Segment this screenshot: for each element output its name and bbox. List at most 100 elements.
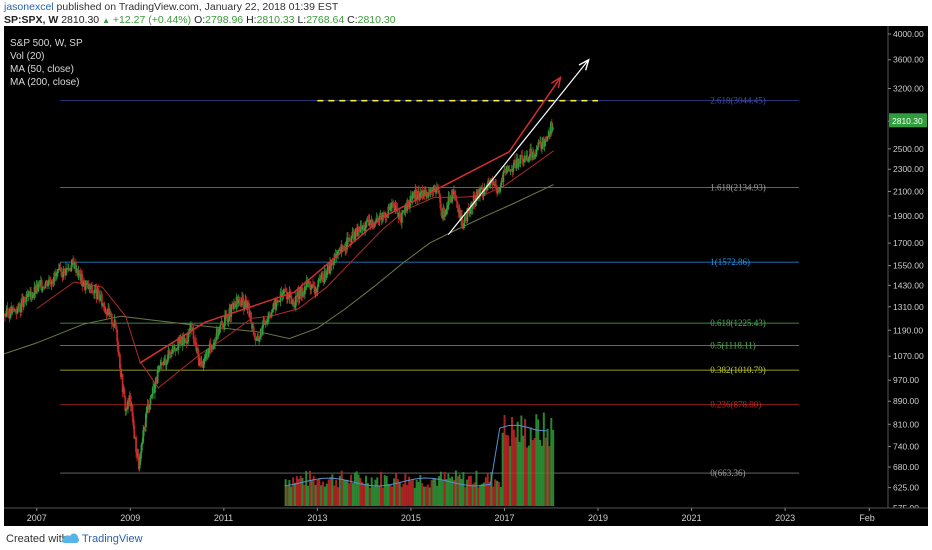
volume-bar <box>535 414 538 506</box>
volume-bar <box>514 437 517 506</box>
y-tick-label: 680.00 <box>893 462 919 472</box>
volume-bar <box>366 483 369 506</box>
author-link[interactable]: jasonexcel <box>4 1 54 13</box>
candle-body <box>56 273 58 275</box>
candle-body <box>203 358 206 365</box>
candle-body <box>112 325 115 327</box>
y-tick-label: 1310.00 <box>893 302 924 312</box>
candle-body <box>102 303 105 308</box>
volume-bar <box>342 480 345 506</box>
volume-bar <box>462 472 465 506</box>
price-axis-bg <box>888 26 928 526</box>
candle-body <box>14 309 17 312</box>
y-tick-label: 2500.00 <box>893 144 924 154</box>
volume-ma-line <box>284 424 547 487</box>
candle-body <box>546 137 549 141</box>
chart-background <box>4 26 928 526</box>
fib-level-label: 0.5(1118.11) <box>710 340 756 350</box>
candle-body <box>144 426 146 428</box>
candle-body <box>48 279 50 284</box>
volume-bar <box>512 429 515 506</box>
candle-body <box>496 188 498 193</box>
candle-body <box>395 206 398 209</box>
volume-bar <box>322 481 325 506</box>
candle-body <box>311 284 313 289</box>
last-price: 2810.30 <box>61 14 100 26</box>
volume-bar <box>374 479 377 506</box>
volume-bar <box>351 483 354 506</box>
candle-body <box>55 273 58 276</box>
candle-body <box>348 238 351 241</box>
volume-bar <box>546 428 549 506</box>
candle-body <box>253 335 256 338</box>
candle-body <box>310 288 313 290</box>
candle-body <box>502 171 505 182</box>
candle-body <box>233 302 235 310</box>
candle-body <box>537 142 540 148</box>
volume-bar <box>340 470 343 506</box>
candle-body <box>32 294 35 297</box>
volume-bar <box>527 445 530 506</box>
y-tick-label: 1900.00 <box>893 211 924 221</box>
x-tick-label: 2009 <box>120 513 140 523</box>
candle-body <box>225 314 228 319</box>
candle-body <box>523 158 525 163</box>
candle-body <box>519 154 522 164</box>
volume-bar <box>368 487 371 506</box>
candle-body <box>106 314 109 316</box>
candle-body <box>57 269 59 274</box>
candle-body <box>275 299 278 310</box>
candle-body <box>131 404 134 417</box>
y-tick-label: 2300.00 <box>893 164 924 174</box>
candle-body <box>13 307 15 311</box>
candle-body <box>364 227 366 232</box>
candle-body <box>418 193 421 200</box>
candle-body <box>471 203 474 209</box>
candle-body <box>486 184 489 190</box>
candle-body <box>401 210 404 214</box>
volume-bar <box>488 481 491 506</box>
volume-bar <box>540 445 543 506</box>
volume-bar <box>329 477 332 506</box>
candle-body <box>223 325 225 327</box>
volume-bar <box>314 484 317 506</box>
candle-body <box>145 413 147 427</box>
volume-bar <box>391 486 394 506</box>
candle-body <box>12 307 14 309</box>
candle-body <box>216 328 219 336</box>
candle-body <box>198 354 200 366</box>
candle-body <box>387 206 390 216</box>
candle-body <box>514 160 516 163</box>
candle-body <box>407 200 410 205</box>
volume-bar <box>544 437 547 506</box>
tradingview-brand[interactable]: TradingView <box>82 533 143 545</box>
volume-bar <box>381 487 384 506</box>
candle-body <box>399 212 401 221</box>
candle-body <box>99 298 102 301</box>
candle-body <box>255 339 258 341</box>
volume-bar <box>439 471 442 506</box>
candle-body <box>437 189 440 194</box>
price-chart[interactable]: 2.618(3044.45) 1.618(2134.93) 1(1572.86) 0.… <box>4 26 928 526</box>
volume-bar <box>460 478 463 506</box>
volume-bar <box>292 477 295 506</box>
chart-area[interactable]: 2.618(3044.45) 1.618(2134.93) 1(1572.86) 0.… <box>4 26 928 526</box>
y-tick-label: 740.00 <box>893 441 919 451</box>
candle-body <box>239 300 242 305</box>
candle-body <box>248 303 251 317</box>
candle-body <box>336 254 339 256</box>
candle-body <box>342 245 345 250</box>
volume-bar <box>458 474 461 506</box>
y-tick-label: 1430.00 <box>893 280 924 290</box>
candle-body <box>192 329 195 340</box>
candle-body <box>281 293 284 296</box>
volume-bar <box>301 477 304 506</box>
candle-body <box>325 274 328 279</box>
candle-body <box>320 275 322 280</box>
high-label: H: <box>246 14 257 26</box>
candle-body <box>482 193 485 196</box>
volume-bar <box>451 476 454 506</box>
candle-body <box>456 202 459 208</box>
volume-bar <box>286 485 289 506</box>
candle-body <box>161 362 163 364</box>
